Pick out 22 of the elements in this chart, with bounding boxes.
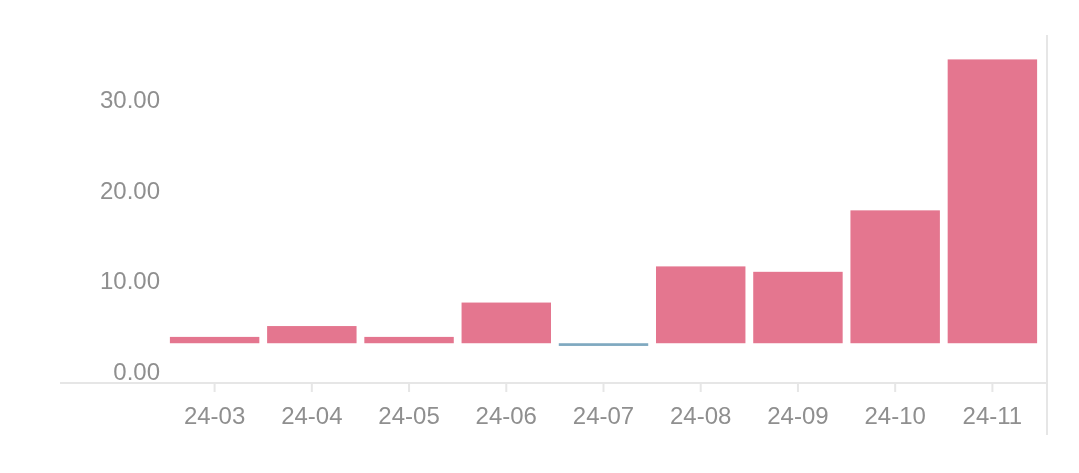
bar — [656, 266, 746, 344]
bar — [753, 271, 843, 344]
bar — [364, 336, 454, 344]
bar — [850, 210, 940, 344]
x-tick-label: 24-04 — [281, 402, 343, 429]
y-tick-label: 20.00 — [99, 176, 160, 204]
x-tick-label: 24-08 — [670, 402, 732, 429]
y-tick-label: 30.00 — [99, 86, 160, 114]
x-tick-label: 24-05 — [378, 402, 440, 429]
x-tick-label: 24-03 — [183, 402, 246, 429]
x-tick-label: 24-07 — [572, 402, 635, 429]
x-tick-label: 24-06 — [475, 402, 537, 429]
bar — [461, 302, 551, 344]
x-tick-label: 24-09 — [767, 402, 829, 429]
bar — [558, 343, 649, 346]
x-tick-label: 24-11 — [962, 402, 1023, 429]
y-tick-label: 0.00 — [113, 357, 160, 385]
bar — [947, 59, 1038, 344]
y-tick-label: 10.00 — [99, 267, 160, 295]
bar — [169, 336, 260, 344]
x-tick-label: 24-10 — [864, 402, 926, 429]
bar — [267, 326, 357, 344]
